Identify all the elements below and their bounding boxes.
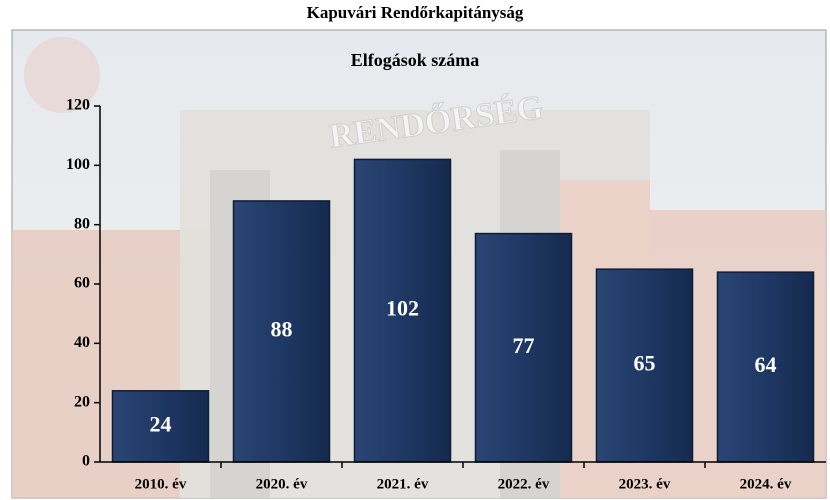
data-label: 65 <box>634 351 656 376</box>
chart-subtitle: Elfogások száma <box>351 50 480 70</box>
y-tick-label: 0 <box>82 453 90 470</box>
data-label: 24 <box>150 411 172 436</box>
data-label: 64 <box>755 352 777 377</box>
y-tick-label: 40 <box>74 334 90 351</box>
x-tick-label: 2024. év <box>740 476 792 492</box>
x-tick-label: 2022. év <box>498 476 550 492</box>
bar <box>716 271 815 463</box>
data-label: 88 <box>271 317 293 342</box>
y-tick-label: 80 <box>74 215 90 232</box>
page-title: Kapuvári Rendőrkapitányság <box>307 3 524 22</box>
x-tick-label: 2023. év <box>619 476 671 492</box>
bar <box>595 268 694 463</box>
data-label: 77 <box>513 333 535 358</box>
bar <box>353 158 452 463</box>
y-tick-label: 20 <box>74 393 90 410</box>
data-label: 102 <box>386 296 419 321</box>
x-tick-label: 2021. év <box>377 476 429 492</box>
y-tick-label: 120 <box>66 97 90 114</box>
y-tick-label: 100 <box>66 156 90 173</box>
bar <box>111 390 210 463</box>
y-tick-label: 60 <box>74 275 90 292</box>
bar <box>474 232 573 463</box>
x-tick-label: 2020. év <box>256 476 308 492</box>
bar <box>232 200 331 463</box>
x-tick-label: 2010. év <box>135 476 187 492</box>
